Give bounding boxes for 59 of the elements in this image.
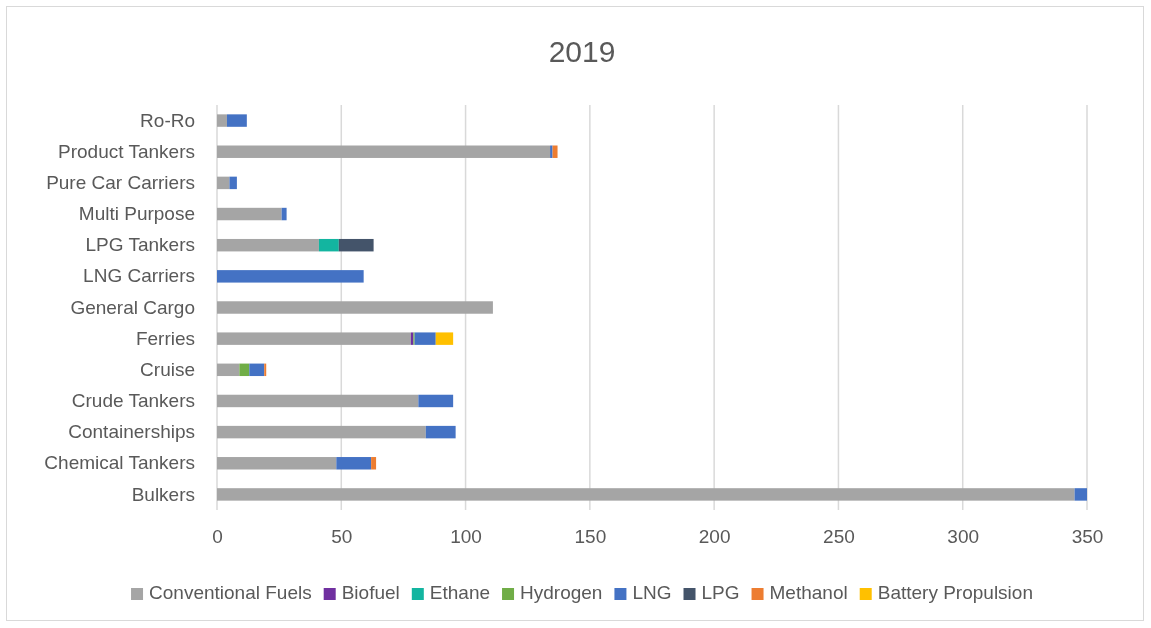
bar	[217, 301, 493, 314]
x-tick-label: 300	[947, 526, 980, 548]
y-tick-label: LPG Tankers	[85, 234, 195, 256]
x-tick-label: 200	[698, 526, 731, 548]
bar	[217, 114, 227, 127]
bar	[552, 145, 558, 158]
bar	[217, 457, 337, 470]
y-tick-label: Pure Car Carriers	[46, 171, 195, 193]
bar	[338, 238, 374, 252]
bar	[414, 332, 436, 345]
legend-label: Conventional Fuels	[149, 582, 312, 603]
legend-label: Battery Propulsion	[877, 582, 1033, 603]
bar	[318, 238, 339, 252]
bar	[217, 332, 411, 345]
bar	[217, 394, 419, 408]
y-tick-label: Product Tankers	[58, 140, 195, 162]
x-tick-label: 50	[331, 526, 353, 548]
bar	[217, 207, 282, 221]
x-tick-label: 0	[212, 526, 223, 548]
bar	[336, 457, 372, 470]
x-tick-label: 250	[823, 526, 855, 548]
bar	[226, 114, 247, 127]
chart-title: 2019	[548, 35, 616, 68]
legend-label: Hydrogen	[520, 582, 603, 603]
bar	[217, 176, 230, 190]
legend-label: Ethane	[429, 582, 491, 603]
y-tick-label: Multi Purpose	[78, 203, 195, 225]
x-tick-label: 150	[574, 526, 607, 548]
bar	[281, 207, 287, 221]
bar	[1074, 488, 1087, 501]
bar	[435, 332, 454, 345]
bar	[249, 363, 265, 377]
y-tick-label: Containerships	[68, 421, 195, 443]
bar	[217, 425, 426, 439]
bar	[217, 238, 319, 252]
bar	[550, 145, 553, 158]
y-tick-label: General Cargo	[70, 296, 195, 318]
legend-label: Biofuel	[341, 582, 400, 603]
y-tick-label: Crude Tankers	[71, 390, 195, 412]
y-tick-label: LNG Carriers	[83, 265, 195, 287]
legend-label: LPG	[701, 582, 740, 603]
bar	[217, 145, 551, 158]
x-tick-label: 350	[1071, 526, 1104, 548]
bar	[217, 270, 364, 283]
bar	[217, 488, 1075, 501]
y-tick-label: Ro-Ro	[140, 109, 195, 131]
y-tick-label: Bulkers	[131, 483, 195, 505]
x-tick-label: 100	[450, 526, 482, 548]
legend-label: LNG	[632, 582, 672, 603]
y-tick-label: Ferries	[135, 327, 195, 349]
y-tick-label: Chemical Tankers	[44, 452, 195, 474]
bar	[229, 176, 237, 190]
bar	[217, 363, 240, 377]
bar	[239, 363, 250, 377]
bar	[418, 394, 454, 408]
bar	[371, 457, 377, 470]
bar	[425, 425, 456, 439]
legend-label: Methanol	[769, 582, 848, 603]
y-tick-label: Cruise	[140, 358, 195, 380]
